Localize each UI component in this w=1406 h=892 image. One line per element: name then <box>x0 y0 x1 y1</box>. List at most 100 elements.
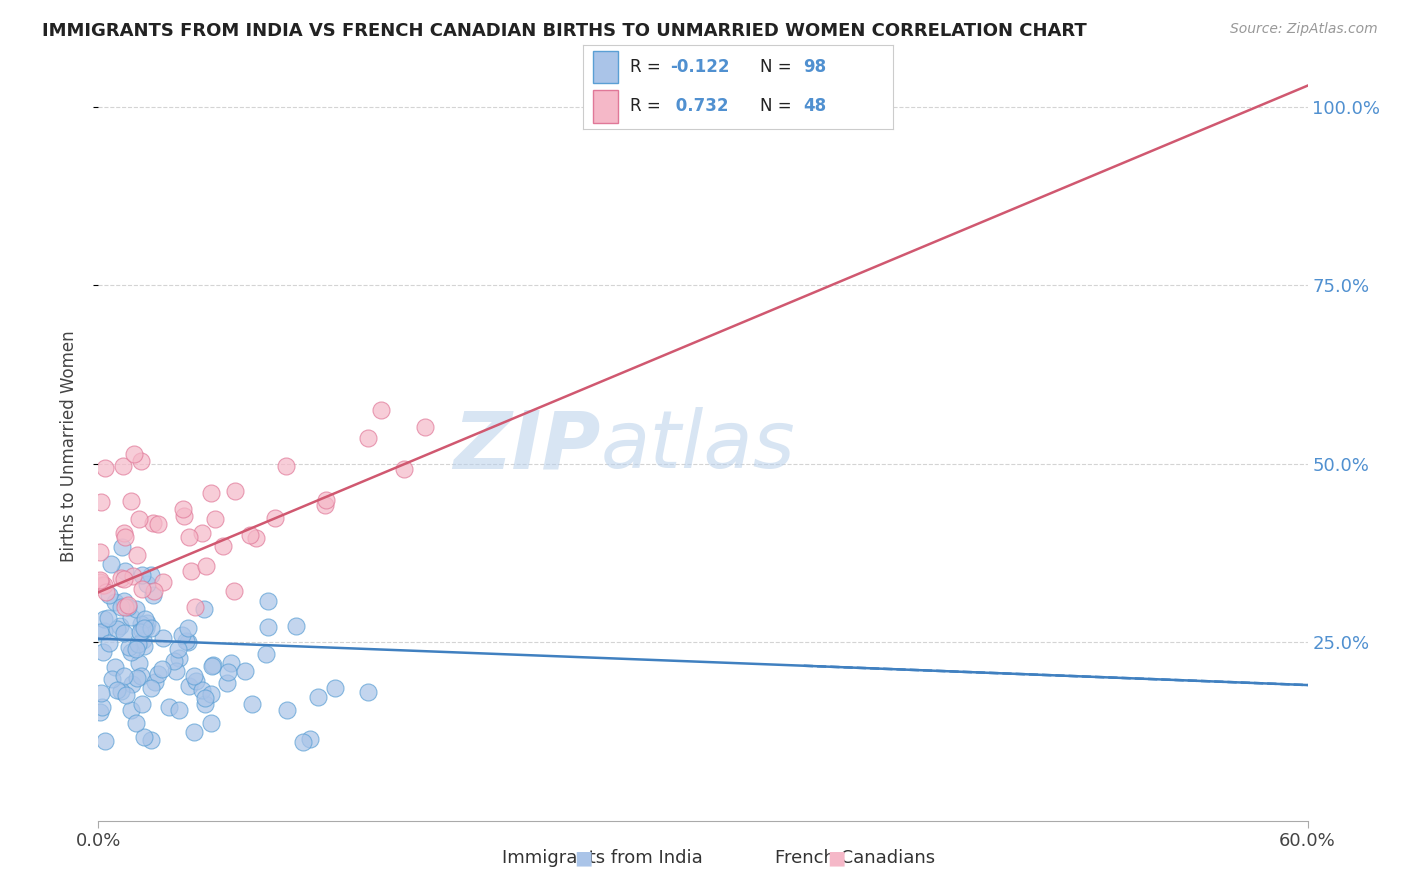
Point <box>114 594 136 608</box>
Point <box>94 733 117 747</box>
Point <box>136 616 159 631</box>
Point <box>91 700 114 714</box>
Point <box>132 633 155 648</box>
Text: ■: ■ <box>574 848 593 867</box>
Point <box>152 575 174 590</box>
FancyBboxPatch shape <box>593 90 617 122</box>
Point <box>221 656 243 670</box>
Point <box>217 665 239 680</box>
Point <box>263 510 285 524</box>
Y-axis label: Births to Unmarried Women: Births to Unmarried Women <box>59 330 77 562</box>
Point <box>93 578 115 592</box>
FancyBboxPatch shape <box>593 51 617 83</box>
Text: French Canadians: French Canadians <box>752 849 935 867</box>
Point <box>97 611 120 625</box>
Point <box>176 621 198 635</box>
Point <box>242 697 264 711</box>
Point <box>172 628 194 642</box>
Point <box>90 686 112 700</box>
Point <box>256 594 278 608</box>
Point <box>239 528 262 542</box>
Point <box>139 621 162 635</box>
Point <box>105 682 128 697</box>
Point <box>89 574 111 588</box>
Point <box>89 625 111 640</box>
Point <box>104 660 127 674</box>
Point <box>131 624 153 639</box>
Point <box>125 642 148 657</box>
Point <box>276 702 298 716</box>
Point <box>97 588 120 602</box>
Point <box>194 697 217 711</box>
Point <box>112 572 135 586</box>
Point <box>125 715 148 730</box>
Point <box>200 687 222 701</box>
Point <box>103 595 125 609</box>
Point <box>356 685 378 699</box>
Point <box>131 582 153 597</box>
Point <box>307 690 329 705</box>
Point <box>173 509 195 524</box>
Point <box>110 619 132 633</box>
Point <box>89 545 111 559</box>
Point <box>193 602 215 616</box>
Point <box>314 498 336 512</box>
Point <box>186 673 208 688</box>
Point <box>257 620 280 634</box>
Point <box>139 733 162 747</box>
Point <box>94 585 117 599</box>
Point <box>101 673 124 687</box>
Point <box>125 601 148 615</box>
Point <box>93 612 115 626</box>
Point <box>110 600 132 615</box>
Point <box>89 705 111 719</box>
Point <box>129 617 152 632</box>
Point <box>132 731 155 745</box>
Point <box>120 645 142 659</box>
Point <box>150 662 173 676</box>
Text: 0.732: 0.732 <box>671 97 728 115</box>
Point <box>166 641 188 656</box>
Point <box>298 731 321 746</box>
Text: 98: 98 <box>803 58 827 76</box>
Text: ZIP: ZIP <box>453 407 600 485</box>
Point <box>148 666 170 681</box>
Point <box>142 516 165 530</box>
Point <box>190 683 212 698</box>
Point <box>121 677 143 691</box>
Point <box>122 569 145 583</box>
Point <box>201 658 224 673</box>
Point <box>177 635 200 649</box>
Point <box>90 495 112 509</box>
Point <box>132 621 155 635</box>
Text: N =: N = <box>759 97 797 115</box>
Text: Source: ZipAtlas.com: Source: ZipAtlas.com <box>1230 22 1378 37</box>
Point <box>152 631 174 645</box>
Text: Immigrants from India: Immigrants from India <box>478 849 703 867</box>
Point <box>93 460 115 475</box>
Point <box>142 588 165 602</box>
Point <box>174 634 197 648</box>
Point <box>111 459 134 474</box>
Point <box>135 621 157 635</box>
Point <box>114 564 136 578</box>
Text: atlas: atlas <box>600 407 794 485</box>
Text: R =: R = <box>630 58 666 76</box>
Point <box>394 462 416 476</box>
Point <box>89 574 111 589</box>
Point <box>212 539 235 553</box>
Point <box>323 681 346 695</box>
Point <box>284 619 307 633</box>
Point <box>90 578 112 592</box>
Point <box>127 671 149 685</box>
Point <box>413 420 436 434</box>
Point <box>105 622 128 636</box>
Point <box>114 530 136 544</box>
Point <box>276 459 298 474</box>
Point <box>169 703 191 717</box>
Point <box>183 669 205 683</box>
Point <box>200 486 222 500</box>
Point <box>97 636 120 650</box>
Point <box>139 681 162 695</box>
Point <box>117 600 139 615</box>
